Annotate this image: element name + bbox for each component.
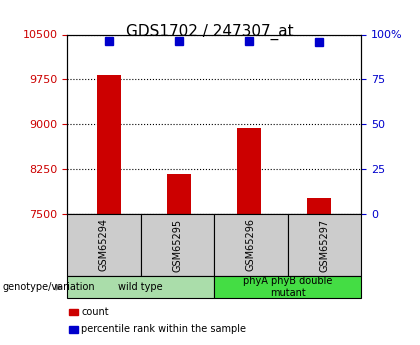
Text: phyA phyB double
mutant: phyA phyB double mutant (243, 276, 332, 298)
Bar (167, 174, 192, 214)
Text: percentile rank within the sample: percentile rank within the sample (81, 325, 246, 334)
Text: GDS1702 / 247307_at: GDS1702 / 247307_at (126, 24, 294, 40)
Text: GSM65294: GSM65294 (99, 218, 109, 272)
Text: count: count (81, 307, 109, 317)
Text: wild type: wild type (118, 282, 163, 292)
Bar (307, 198, 331, 214)
Bar (97, 75, 121, 214)
Bar (237, 128, 261, 214)
Text: GSM65296: GSM65296 (246, 218, 256, 272)
Text: GSM65297: GSM65297 (320, 218, 329, 272)
Text: genotype/variation: genotype/variation (2, 282, 95, 292)
Text: GSM65295: GSM65295 (173, 218, 182, 272)
